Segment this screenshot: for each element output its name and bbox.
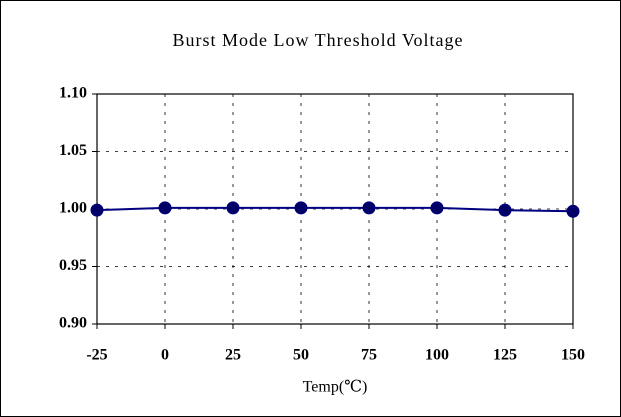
x-tick-label: 125 [493, 347, 517, 364]
data-point [430, 201, 444, 215]
x-tick-label: 75 [361, 347, 377, 364]
y-tick-label: 1.05 [59, 142, 87, 159]
y-tick-label: 1.10 [59, 85, 87, 102]
chart-title: Burst Mode Low Threshold Voltage [173, 30, 464, 50]
x-tick-label: 25 [225, 347, 241, 364]
data-point [158, 201, 172, 215]
x-tick-label: 50 [293, 347, 309, 364]
data-line [96, 206, 574, 213]
data-point [294, 201, 308, 215]
data-point [362, 201, 376, 215]
data-point [226, 201, 240, 215]
data-point [90, 203, 104, 217]
data-point [498, 203, 512, 217]
data-point [566, 204, 580, 218]
y-tick-label: 0.90 [59, 315, 87, 332]
x-axis-label: Temp(℃) [303, 379, 368, 396]
y-tick-label: 0.95 [59, 257, 87, 274]
y-tick-label: 1.00 [59, 200, 87, 217]
x-tick-label: -25 [86, 347, 107, 364]
x-tick-label: 0 [161, 347, 169, 364]
x-tick-label: 100 [425, 347, 449, 364]
x-tick-label: 150 [561, 347, 585, 364]
